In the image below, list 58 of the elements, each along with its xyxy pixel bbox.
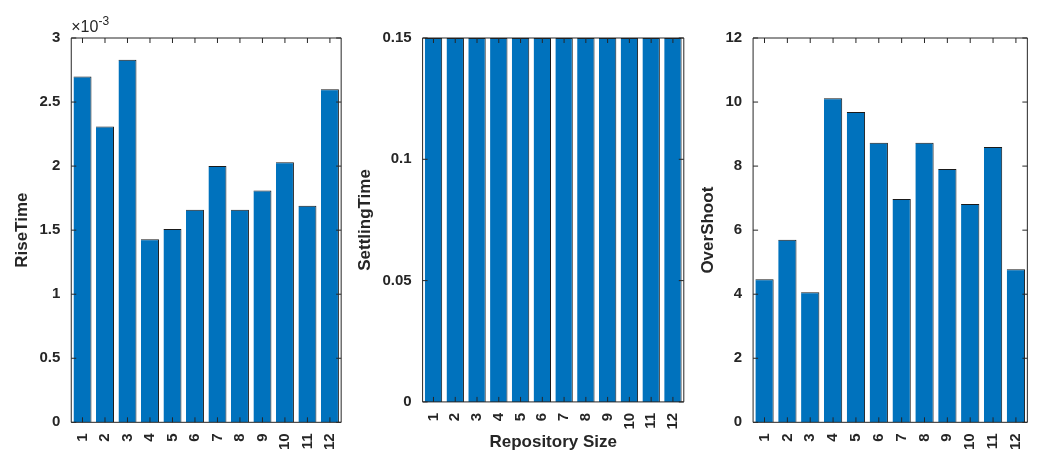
y-tick-label: 12	[725, 28, 743, 46]
y-tick-label: 0	[403, 392, 412, 410]
x-tick-label: 4	[488, 412, 506, 422]
y-tick-label: 1.5	[39, 220, 61, 238]
y-tick-label: 0.1	[390, 149, 412, 167]
x-tick-label: 12	[663, 412, 681, 430]
x-tick-label: 10	[960, 433, 978, 450]
x-tick-label: 11	[297, 433, 315, 450]
x-tick-label: 6	[532, 412, 550, 422]
x-tick-label: 6	[868, 433, 886, 442]
x-tick-label: 11	[641, 412, 659, 429]
x-tick-label: 5	[846, 433, 864, 442]
x-tick-label: 1	[72, 433, 90, 442]
x-tick-label: 8	[914, 433, 932, 442]
x-tick-label: 8	[575, 412, 593, 422]
x-tick-label: 1	[754, 433, 772, 442]
x-tick-label: 1	[423, 412, 441, 422]
x-tick-label: 7	[207, 433, 225, 442]
x-tick-label: 3	[117, 433, 135, 442]
x-tick-label: 2	[95, 433, 113, 442]
y-tick-label: 2	[733, 348, 743, 366]
x-tick-label: 12	[1006, 433, 1024, 450]
x-tick-label: 9	[937, 433, 955, 442]
x-tick-label: 10	[619, 412, 637, 430]
x-tick-label: 4	[823, 432, 841, 442]
y-tick-label: 0.5	[39, 348, 61, 366]
y-tick-label: 0	[733, 412, 743, 430]
x-tick-label: 10	[275, 433, 293, 450]
x-tick-label: 6	[185, 433, 203, 442]
y-tick-label: 2.5	[39, 92, 61, 110]
x-tick-label: 7	[891, 433, 909, 442]
y-tick-label: 6	[733, 220, 743, 238]
x-tick-label: 5	[510, 412, 528, 422]
y-tick-label: 8	[733, 156, 743, 174]
x-tick-label: 4	[140, 432, 158, 442]
x-tick-label: 2	[777, 433, 795, 442]
x-tick-label: 9	[252, 433, 270, 442]
x-tick-label: 11	[983, 433, 1001, 450]
y-tick-label: 0	[51, 412, 61, 430]
x-tick-label: 3	[800, 433, 818, 442]
x-tick-label: 9	[597, 412, 615, 422]
y-tick-label: 2	[51, 156, 61, 174]
y-tick-label: 0.05	[382, 270, 412, 288]
y-axis-title: RiseTime	[11, 192, 31, 268]
x-tick-label: 3	[467, 412, 485, 422]
y-axis-title: SettlingTime	[354, 169, 374, 271]
y-tick-label: 0.15	[382, 28, 412, 46]
y-tick-label: 4	[733, 284, 743, 302]
y-tick-label: 3	[51, 28, 61, 46]
x-tick-label: 7	[554, 412, 572, 422]
x-tick-label: 5	[162, 433, 180, 442]
y-axis-title: OverShoot	[697, 186, 717, 274]
y-tick-label: 10	[725, 92, 743, 110]
x-tick-label: 2	[445, 412, 463, 422]
y-tick-label: 1	[51, 284, 61, 302]
x-axis-title: Repository Size	[489, 432, 617, 452]
x-tick-label: 12	[320, 433, 338, 450]
x-tick-label: 8	[230, 433, 248, 442]
